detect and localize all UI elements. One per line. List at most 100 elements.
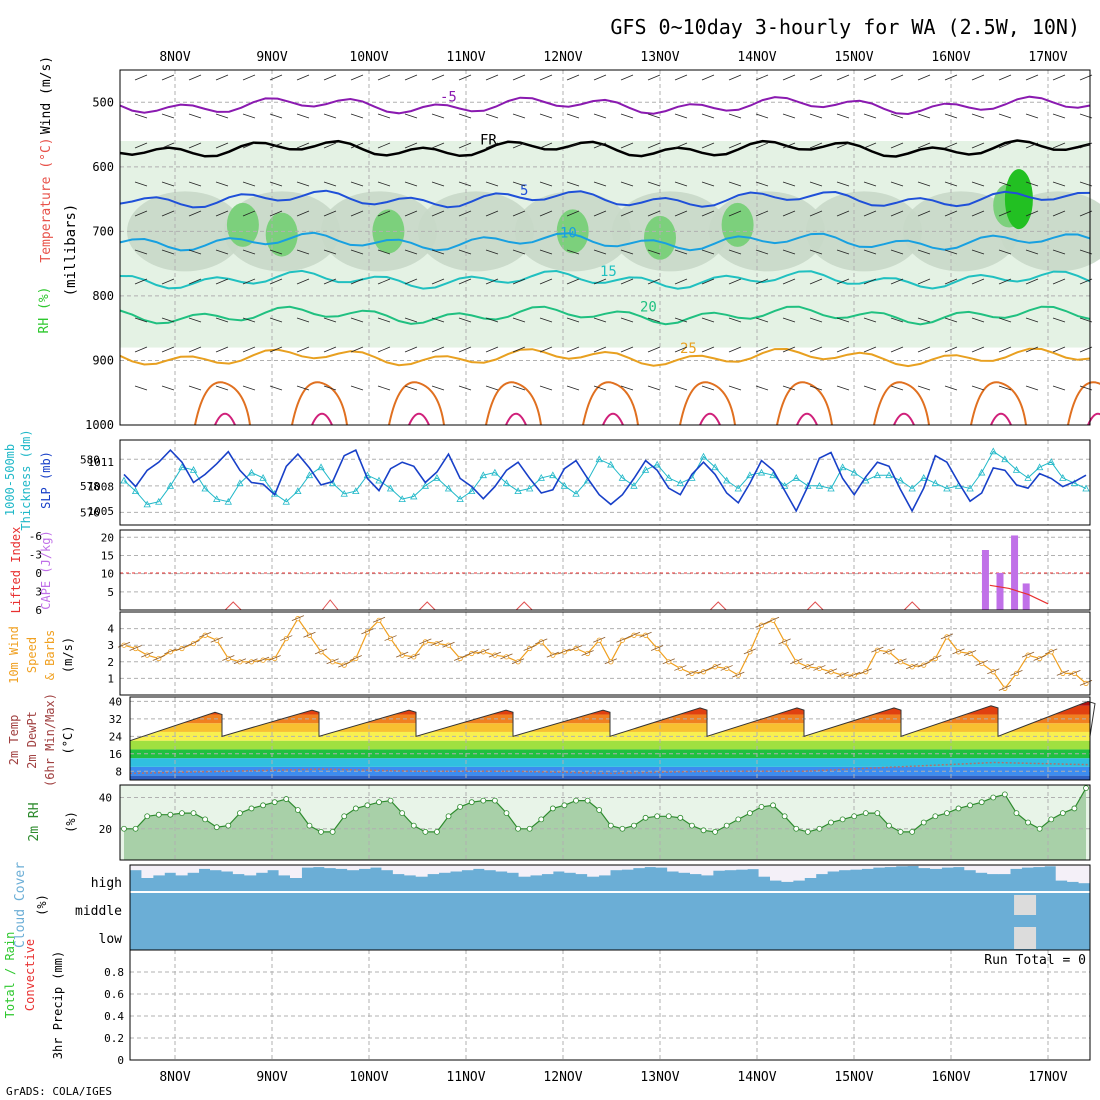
cloud-high-gap: [770, 865, 782, 881]
wind-barb: [539, 249, 553, 255]
thickness-point: [1047, 458, 1055, 465]
cloud-high-gap: [232, 865, 245, 875]
li-tick: -3: [29, 549, 42, 562]
rh-point: [1025, 819, 1031, 826]
cloud-high-gap: [221, 865, 234, 872]
wind-barb: [323, 113, 337, 119]
cloud-high-gap: [701, 865, 714, 876]
cloud-high-gap: [381, 865, 394, 871]
cloud-high-gap: [210, 865, 222, 871]
thickness-point: [444, 484, 453, 492]
temp-tick: 16: [109, 748, 122, 761]
rh-point: [155, 811, 162, 818]
cloud-high-gap: [255, 865, 268, 873]
wind-barb-10m: [639, 631, 652, 638]
cloud-high-gap: [141, 865, 154, 878]
cloud-high-gap: [564, 865, 577, 873]
wind-barb: [566, 181, 580, 187]
wind-barb: [188, 74, 202, 81]
wind-barb: [242, 74, 256, 81]
thickness-point: [896, 476, 905, 484]
wind-barb-10m: [708, 663, 722, 670]
wind-barb-10m: [766, 616, 780, 623]
wind-barb-10m: [384, 635, 397, 641]
cloud-high-gap: [187, 865, 200, 873]
cloud-high-gap: [632, 865, 645, 869]
wind-barb: [350, 181, 364, 187]
cloud-high-gap: [792, 865, 805, 881]
wind-barb: [512, 278, 526, 285]
wind-barb: [269, 74, 283, 81]
isotherm-label: 15: [600, 264, 617, 280]
thickness-point: [989, 447, 997, 455]
rh-point: [341, 813, 348, 820]
thickness-point: [630, 481, 638, 489]
wind-barb: [485, 74, 499, 81]
wind-barb: [404, 278, 418, 285]
cloud-high-gap: [678, 865, 691, 873]
wind-barb: [215, 113, 229, 119]
cloud-high-gap: [541, 865, 554, 875]
wind-barb: [296, 181, 310, 187]
cloud-high-gap: [998, 865, 1011, 875]
wind-barb-10m: [256, 656, 270, 663]
wind-barb-10m: [929, 655, 942, 661]
thickness-point: [549, 471, 557, 479]
wind-barb: [431, 317, 445, 323]
wind10m-label: Speed: [25, 637, 39, 673]
rh-point: [1036, 825, 1043, 832]
wind-barb: [836, 278, 850, 285]
wind-barb: [431, 346, 445, 353]
wind-barb: [674, 278, 688, 285]
wind-barb: [701, 385, 715, 391]
rh-point: [364, 802, 371, 809]
rh-point: [190, 810, 197, 817]
wind-barb: [485, 113, 499, 119]
wind-barb: [512, 74, 526, 81]
cape-tick: 5: [107, 586, 114, 599]
slp-label: SLP (mb): [39, 451, 53, 509]
cloud-high-gap: [655, 865, 668, 868]
temp-tick: 40: [109, 695, 122, 708]
thickness-point: [711, 463, 719, 471]
wind-barb: [1052, 210, 1066, 217]
wind-barb: [161, 346, 175, 353]
rh-point: [596, 807, 603, 813]
axis-labels: 8NOV 8NOV 9NOV 9NOV 10NOV 10NOV 11NOV 11NOV 12NO…: [29, 50, 1068, 1085]
cloud-high-gap: [1078, 865, 1091, 884]
wind-barb-10m: [1068, 670, 1081, 676]
wind-barb-10m: [268, 655, 281, 661]
wind-barb: [755, 317, 769, 323]
rh-point: [283, 796, 290, 802]
wind-barb: [1052, 113, 1066, 119]
cloud-high-gap: [827, 865, 840, 872]
thickness-point: [723, 476, 731, 484]
wind-barb: [458, 278, 472, 285]
thickness-point: [236, 479, 244, 487]
wind-barb-10m: [198, 631, 212, 638]
cloud-high-gap: [415, 865, 428, 877]
credit-label: GrADS: COLA/IGES: [6, 1085, 112, 1098]
wind-barb: [431, 249, 445, 255]
warm-contour: [1067, 381, 1100, 426]
thickness-point: [734, 484, 742, 492]
wind-barb-10m: [905, 663, 919, 670]
thickness-point: [595, 455, 603, 463]
upper-ylabel-millibars: (millibars): [63, 204, 79, 297]
wind10m-frame: [119, 611, 1091, 696]
upper-y-tick: 800: [92, 289, 114, 303]
wind-barb: [566, 385, 580, 391]
cloud-high-gap: [198, 865, 211, 869]
wind-barb: [998, 346, 1012, 353]
wind-barb: [782, 278, 796, 285]
wind-barb: [971, 346, 985, 353]
wind-barb: [836, 317, 850, 323]
cloud-high-gap: [735, 865, 748, 870]
wind-barb: [593, 278, 607, 285]
thickness-point: [966, 484, 974, 492]
cloud-high-gap: [278, 865, 291, 876]
wind-barb: [350, 317, 364, 323]
rh-point: [538, 816, 545, 823]
warm-contour: [485, 381, 542, 426]
wind-barb: [674, 210, 688, 217]
